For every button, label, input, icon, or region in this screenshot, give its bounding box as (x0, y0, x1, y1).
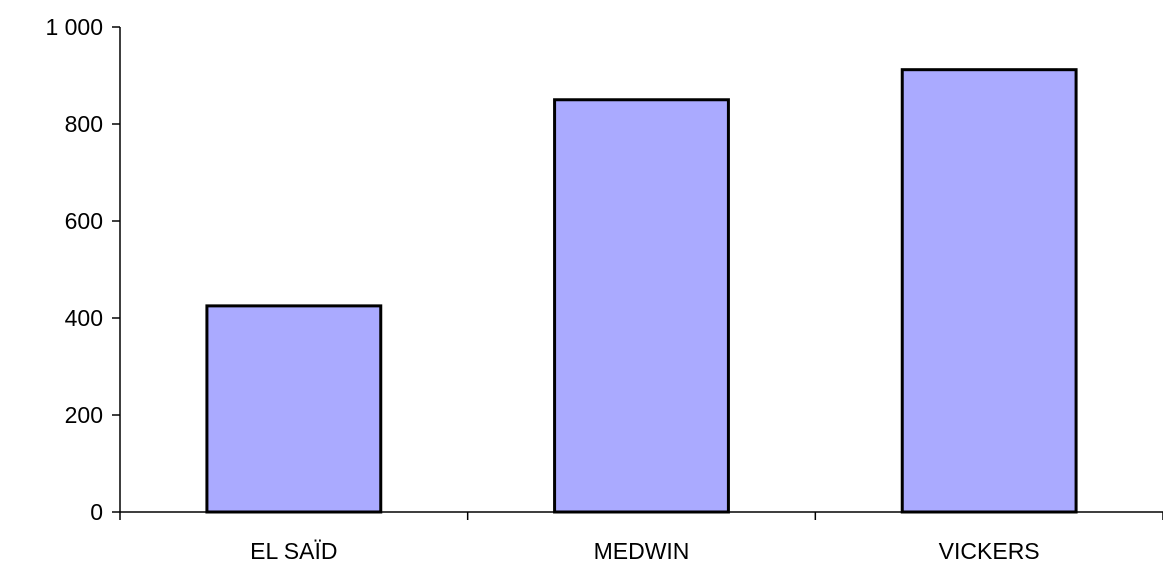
y-axis: 0 200 400 600 800 1 000 (45, 14, 121, 525)
x-tick-label: MEDWIN (594, 538, 690, 564)
bar (205, 304, 383, 514)
x-tick-label: VICKERS (939, 538, 1040, 564)
bar (900, 68, 1078, 514)
y-tick-label: 400 (65, 305, 103, 331)
x-tick-label: EL SAÏD (250, 538, 337, 564)
x-axis: EL SAÏD MEDWIN VICKERS (119, 511, 1163, 564)
y-tick-label: 600 (65, 208, 103, 234)
bars (205, 68, 1078, 514)
bar (553, 98, 730, 514)
y-tick-label: 1 000 (45, 14, 103, 40)
y-tick-label: 0 (90, 499, 103, 525)
y-tick-label: 200 (65, 402, 103, 428)
y-tick-label: 800 (65, 111, 103, 137)
